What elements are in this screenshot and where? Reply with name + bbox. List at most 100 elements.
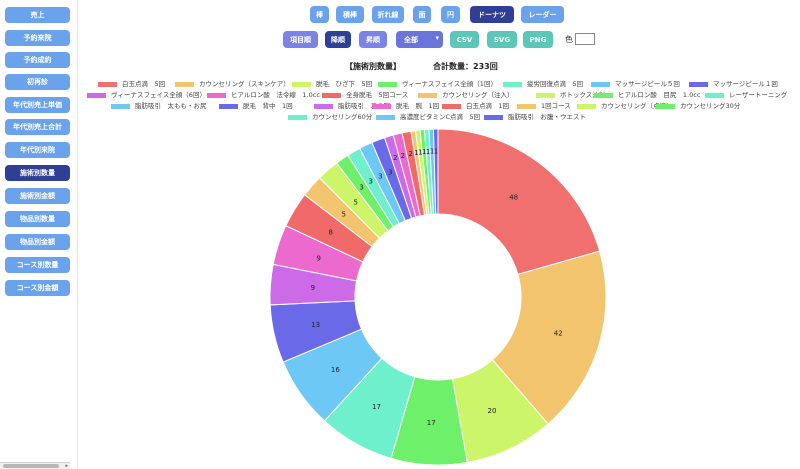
legend-label: ヒアルロン酸 法令線 1.0cc bbox=[231, 91, 320, 99]
slice-value-label: 9 bbox=[311, 284, 315, 292]
legend-swatch bbox=[503, 82, 522, 87]
donut-slice[interactable] bbox=[437, 128, 601, 275]
scrollbar-thumb[interactable] bbox=[3, 464, 59, 468]
legend-item[interactable]: 脂肪吸引 二の腕 bbox=[314, 102, 390, 111]
export-svg-button[interactable]: SVG bbox=[487, 31, 517, 48]
legend-item[interactable]: 脂肪吸引 お腹・ウエスト bbox=[484, 113, 586, 122]
sidebar-item[interactable]: 年代別来院 bbox=[5, 142, 70, 158]
chart-type-button[interactable]: ドーナツ bbox=[470, 6, 514, 23]
slice-value-label: 5 bbox=[342, 211, 346, 219]
horizontal-scrollbar[interactable]: ▸ bbox=[0, 462, 70, 469]
legend-label: 脱毛 背中 1回 bbox=[243, 102, 293, 110]
period-select-value: 全部 bbox=[404, 35, 418, 44]
chart-type-button[interactable]: 円 bbox=[441, 6, 460, 23]
slice-value-label: 13 bbox=[311, 321, 320, 329]
legend-label: 脂肪吸引 お腹・ウエスト bbox=[508, 113, 586, 121]
legend-label: 高濃度ビタミンC点滴 5回 bbox=[400, 113, 481, 121]
legend-swatch bbox=[705, 93, 724, 98]
sidebar-item[interactable]: 予約成約 bbox=[5, 52, 70, 68]
legend-item[interactable]: カウンセリング60分 bbox=[288, 113, 372, 122]
legend-item[interactable]: 脱毛 背中 1回 bbox=[219, 102, 293, 111]
legend-label: 白玉点滴 1回 bbox=[466, 102, 510, 110]
legend-item[interactable]: 1回コース bbox=[517, 102, 571, 111]
slice-value-label: 8 bbox=[329, 228, 333, 236]
legend-swatch bbox=[378, 82, 397, 87]
color-picker[interactable] bbox=[575, 33, 595, 45]
period-select[interactable]: 全部 ▾ bbox=[396, 31, 443, 48]
legend-swatch bbox=[689, 82, 708, 87]
sort-desc-button[interactable]: 降順 bbox=[325, 31, 351, 48]
legend-swatch bbox=[418, 93, 437, 98]
legend-item[interactable]: ヒアルロン酸 目尻 1.0cc bbox=[594, 91, 700, 100]
legend-item[interactable]: 脱毛 ひざ下 5回 bbox=[292, 80, 372, 89]
legend-label: ヴィーナスフェイス全顔（6回） bbox=[111, 91, 206, 99]
legend-item[interactable]: 高濃度ビタミンC点滴 5回 bbox=[376, 113, 480, 122]
chart-type-button[interactable]: 面 bbox=[413, 6, 431, 23]
sidebar-item[interactable]: コース別金額 bbox=[5, 280, 70, 296]
sidebar-item[interactable]: 初再診 bbox=[5, 74, 70, 90]
legend-item[interactable]: 白玉点滴 5回 bbox=[98, 80, 165, 89]
legend-label: カウンセリング30分 bbox=[680, 102, 741, 110]
sidebar-item[interactable]: 物品別金額 bbox=[5, 234, 70, 250]
sidebar-item[interactable]: 予約来院 bbox=[5, 30, 70, 46]
slice-value-label: 2 bbox=[393, 154, 397, 162]
sidebar-item[interactable]: 施術別金額 bbox=[5, 188, 70, 204]
sidebar-item[interactable]: 年代別売上単価 bbox=[5, 97, 70, 113]
export-png-button[interactable]: PNG bbox=[523, 31, 553, 48]
legend-swatch bbox=[87, 93, 106, 98]
legend-item[interactable]: カウンセリング（スキンケア） bbox=[175, 80, 290, 89]
legend-item[interactable]: ヴィーナスフェイス全顔（1回） bbox=[378, 80, 497, 89]
chart-type-button[interactable]: 棒 bbox=[310, 6, 329, 23]
sidebar-item[interactable]: コース別数量 bbox=[5, 257, 70, 273]
legend-swatch bbox=[536, 93, 555, 98]
slice-value-label: 20 bbox=[488, 407, 497, 415]
sidebar-item[interactable]: 年代別売上合計 bbox=[5, 119, 70, 135]
sidebar-item[interactable]: 施術別数量 bbox=[5, 165, 70, 181]
legend-label: 白玉点滴 5回 bbox=[122, 80, 166, 88]
sidebar-item[interactable]: 物品別数量 bbox=[5, 211, 70, 227]
legend-swatch bbox=[517, 104, 536, 109]
scroll-right-arrow-icon[interactable]: ▸ bbox=[65, 463, 68, 469]
legend-item[interactable]: 全身脱毛 5回コース bbox=[322, 91, 408, 100]
legend-swatch bbox=[292, 82, 311, 87]
legend-item[interactable]: ヴィーナスフェイス全顔（6回） bbox=[87, 91, 206, 100]
chart-type-button[interactable]: 折れ線 bbox=[372, 6, 404, 23]
legend-item[interactable]: 疲労回復点滴 5回 bbox=[503, 80, 583, 89]
slice-value-label: 17 bbox=[427, 419, 436, 427]
sidebar-item[interactable]: 売上 bbox=[5, 7, 70, 23]
slice-value-label: 1 bbox=[422, 148, 426, 156]
legend-swatch bbox=[219, 104, 238, 109]
legend-item[interactable]: カウンセリング（点滴） bbox=[577, 102, 673, 111]
legend-swatch bbox=[207, 93, 226, 98]
legend-item[interactable]: カウンセリング（注入） bbox=[418, 91, 514, 100]
legend-item[interactable]: ボトックス注射 bbox=[536, 91, 605, 100]
export-csv-button[interactable]: CSV bbox=[450, 31, 479, 48]
legend-item[interactable]: カウンセリング30分 bbox=[656, 102, 740, 111]
slice-value-label: 9 bbox=[317, 254, 321, 262]
chart-type-button[interactable]: レーダー bbox=[521, 6, 564, 23]
legend-item[interactable]: 脱毛 腕 1回 bbox=[372, 102, 439, 111]
chart-title: 【施術別数量】 bbox=[345, 62, 401, 71]
slice-value-label: 42 bbox=[554, 329, 563, 337]
sort-item-order-button[interactable]: 項目順 bbox=[283, 31, 318, 48]
legend-label: マッサージピール５回 bbox=[615, 80, 680, 88]
donut-slice[interactable] bbox=[432, 128, 439, 215]
legend-label: 脱毛 腕 1回 bbox=[396, 102, 440, 110]
legend-item[interactable]: 脂肪吸引 太もも・お尻 bbox=[111, 102, 207, 111]
chart-total: 合計数量：233回 bbox=[433, 62, 498, 71]
legend-item[interactable]: マッサージピール１回 bbox=[689, 80, 778, 89]
slice-value-label: 2 bbox=[408, 150, 412, 158]
legend-item[interactable]: レーザートーニング bbox=[705, 91, 787, 100]
donut-slice[interactable] bbox=[491, 250, 607, 425]
legend-item[interactable]: マッサージピール５回 bbox=[591, 80, 680, 89]
legend-label: ボトックス注射 bbox=[560, 91, 606, 99]
sort-asc-button[interactable]: 昇順 bbox=[359, 31, 387, 48]
chart-type-button[interactable]: 積棒 bbox=[336, 6, 364, 23]
legend-item[interactable]: 白玉点滴 1回 bbox=[442, 102, 509, 111]
legend-label: 脂肪吸引 太もも・お尻 bbox=[135, 102, 207, 110]
legend-label: カウンセリング60分 bbox=[312, 113, 373, 121]
legend-swatch bbox=[111, 104, 130, 109]
slice-value-label: 3 bbox=[359, 183, 363, 191]
legend-item[interactable]: ヒアルロン酸 法令線 1.0cc bbox=[207, 91, 320, 100]
legend-swatch bbox=[288, 115, 307, 120]
